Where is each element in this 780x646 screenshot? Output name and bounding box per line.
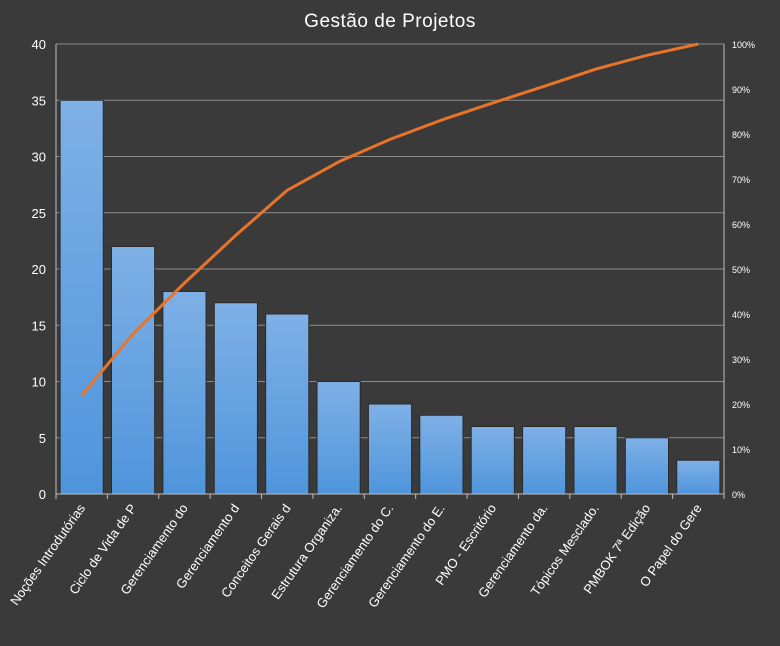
y-left-tick-label: 35: [32, 93, 46, 108]
bar: [367, 403, 413, 495]
y-left-tick-label: 0: [39, 487, 46, 502]
bars-layer: [59, 99, 721, 495]
y-left-tick-label: 5: [39, 431, 46, 446]
y-left-tick-label: 15: [32, 318, 46, 333]
bar: [316, 381, 361, 495]
y-right-tick-label: 70%: [732, 175, 750, 185]
bar: [624, 437, 670, 495]
y-left-tick-label: 25: [32, 206, 46, 221]
line-layer: [80, 42, 699, 397]
bar: [265, 313, 310, 495]
bar: [110, 246, 156, 495]
y-right-tick-label: 90%: [732, 85, 750, 95]
y-right-tick-label: 10%: [732, 445, 750, 455]
y-left-tick-label: 30: [32, 150, 46, 165]
y-right-tick-label: 30%: [732, 355, 750, 365]
y-right-tick-label: 100%: [732, 40, 755, 50]
bar: [470, 426, 515, 495]
y-right-tick-label: 60%: [732, 220, 750, 230]
axes-layer: [55, 44, 725, 499]
bar: [162, 291, 207, 495]
y-right-tick-label: 0%: [732, 490, 745, 500]
y-left-tick-label: 40: [32, 37, 46, 52]
chart-title: Gestão de Projetos: [304, 11, 476, 32]
y-left-tick-label: 10: [32, 375, 46, 390]
bar: [59, 99, 104, 495]
y-right-tick-label: 50%: [732, 265, 750, 275]
bar: [676, 459, 721, 495]
bar: [213, 302, 258, 495]
bar: [419, 414, 464, 495]
y-right-tick-label: 40%: [732, 310, 750, 320]
y-left-tick-label: 20: [32, 262, 46, 277]
bar: [522, 426, 567, 495]
cumulative-line: [80, 42, 699, 397]
y-right-tick-label: 80%: [732, 130, 750, 140]
y-right-tick-label: 20%: [732, 400, 750, 410]
bar: [573, 426, 618, 495]
